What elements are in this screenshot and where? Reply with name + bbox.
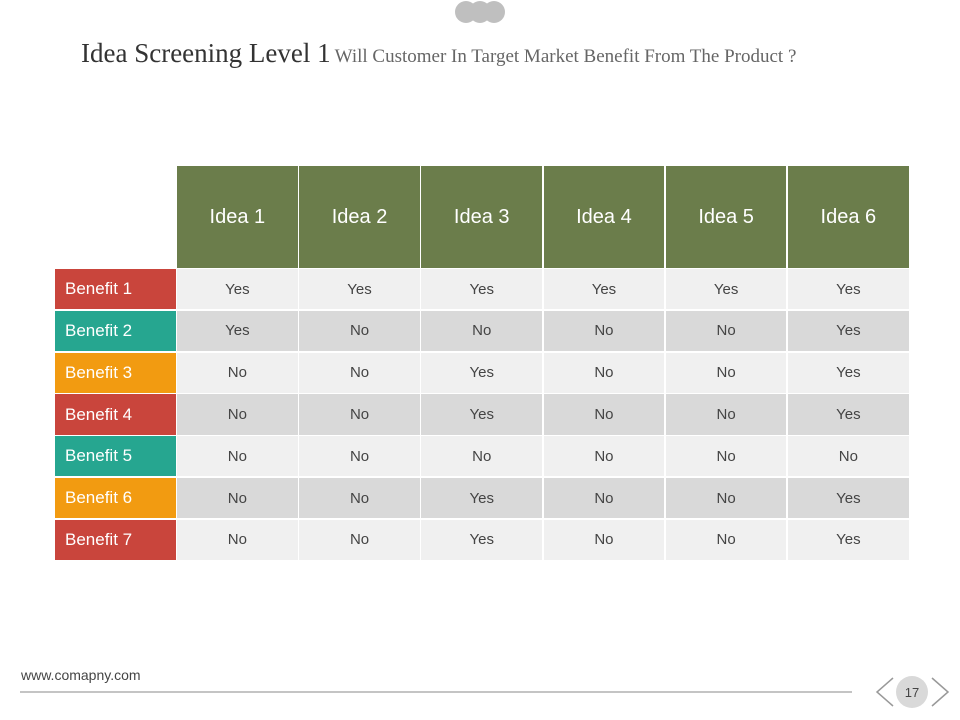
column-header: Idea 4 <box>543 166 665 268</box>
page-number: 17 <box>905 685 919 700</box>
row-label: Benefit 2 <box>55 310 176 352</box>
table-cell: No <box>299 352 420 393</box>
table-cell: Yes <box>421 269 543 310</box>
subtitle: Will Customer In Target Market Benefit F… <box>334 46 797 67</box>
table-cell: No <box>299 478 420 519</box>
table-cell: No <box>299 436 420 477</box>
table-cell: No <box>665 352 787 393</box>
table-cell: No <box>543 436 665 477</box>
table-cell: No <box>665 436 787 477</box>
table-cell: Yes <box>788 478 909 519</box>
table-cell: No <box>543 352 665 393</box>
column-header: Idea 1 <box>177 166 298 268</box>
table-cell: No <box>543 519 665 561</box>
next-arrow[interactable] <box>931 677 950 707</box>
table-cell: Yes <box>665 269 787 310</box>
title-block: Idea Screening Level 1 Will Customer In T… <box>81 38 796 69</box>
table-cell: No <box>543 394 665 435</box>
table-cell: Yes <box>543 269 665 310</box>
table-cell: Yes <box>788 269 909 310</box>
table-cell: No <box>177 519 298 561</box>
table-cell: No <box>665 519 787 561</box>
table-cell: No <box>421 436 543 477</box>
row-label: Benefit 4 <box>55 394 176 435</box>
table-cell: No <box>665 394 787 435</box>
table-cell: No <box>177 352 298 393</box>
column-header: Idea 6 <box>788 166 909 268</box>
website: www.comapny.com <box>21 667 141 683</box>
row-label: Benefit 7 <box>55 519 176 561</box>
table-cell: Yes <box>788 310 909 352</box>
table-cell: No <box>788 436 909 477</box>
column-header: Idea 3 <box>421 166 543 268</box>
table-cell: No <box>665 310 787 352</box>
table-cell: Yes <box>421 352 543 393</box>
row-label: Benefit 6 <box>55 478 176 519</box>
row-label: Benefit 3 <box>55 352 176 393</box>
table-cell: No <box>543 310 665 352</box>
table-cell: Yes <box>299 269 420 310</box>
table-cell: No <box>177 436 298 477</box>
table-cell: Yes <box>177 310 298 352</box>
table-cell: Yes <box>177 269 298 310</box>
table-cell: Yes <box>788 394 909 435</box>
title: Idea Screening Level 1 <box>81 38 331 68</box>
column-header: Idea 5 <box>665 166 787 268</box>
table-cell: Yes <box>788 519 909 561</box>
row-label: Benefit 5 <box>55 436 176 477</box>
table-cell: No <box>299 519 420 561</box>
column-header: Idea 2 <box>299 166 420 268</box>
table-cell: No <box>177 478 298 519</box>
table-cell: No <box>543 478 665 519</box>
table-cell: No <box>421 310 543 352</box>
table-cell: Yes <box>421 519 543 561</box>
table-cell: No <box>177 394 298 435</box>
table-cell: No <box>665 478 787 519</box>
top-ornament <box>455 1 505 23</box>
prev-arrow[interactable] <box>875 677 894 707</box>
table-cell: No <box>299 310 420 352</box>
table-cell: Yes <box>421 478 543 519</box>
table-cell: Yes <box>421 394 543 435</box>
row-label: Benefit 1 <box>55 269 176 310</box>
table-cell: Yes <box>788 352 909 393</box>
table-cell: No <box>299 394 420 435</box>
page-badge <box>896 676 928 708</box>
